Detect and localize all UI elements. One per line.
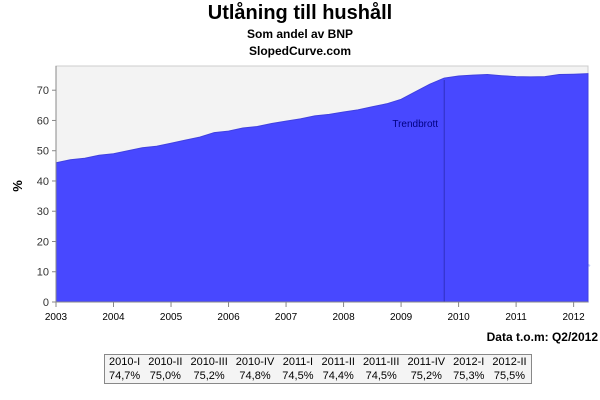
summary-header-cell: 2010-I	[109, 356, 141, 368]
summary-header-cell: 2011-I	[282, 356, 314, 368]
chart-title: Utlåning till hushåll	[207, 2, 393, 24]
summary-header-cell: 2011-IV	[407, 356, 446, 368]
y-axis: 0 10 20 30 40 50 60 70	[37, 66, 57, 309]
summary-header-cell: 2010-III	[190, 356, 228, 368]
summary-value-cell: 74,7%	[109, 370, 141, 382]
x-tick-label: 2005	[160, 312, 183, 323]
summary-value-cell: 74,5%	[365, 370, 397, 382]
y-tick-label: 40	[37, 176, 49, 188]
summary-value-cell: 74,4%	[322, 370, 354, 382]
x-tick-label: 2012	[562, 312, 585, 323]
data-note: Data t.o.m: Q2/2012	[486, 330, 598, 344]
summary-table: 2010-I 2010-II 2010-III 2010-IV 2011-I 2011-I…	[104, 354, 532, 384]
y-tick-label: 60	[37, 115, 49, 127]
data-area	[55, 73, 589, 303]
x-tick-label: 2003	[45, 312, 68, 323]
summary-header-cell: 2011-II	[321, 356, 355, 368]
x-axis: 2003 2004 2005 2006 2007 2008 2009 2010 2011 2012	[45, 301, 588, 323]
summary-value-cell: 75,0%	[149, 370, 181, 382]
summary-value-row: 74,7% 75,0% 75,2% 74,8% 74,5% 74,4% 74,5% 75,2%…	[105, 369, 532, 384]
summary-value-cell: 75,2%	[193, 370, 225, 382]
y-tick-label: 30	[37, 206, 49, 218]
x-tick-label: 2006	[217, 312, 240, 323]
y-tick-label: 50	[37, 146, 49, 158]
summary-header-cell: 2011-III	[362, 356, 400, 368]
summary-value-cell: 75,5%	[493, 370, 526, 382]
summary-header-cell: 2012-II	[492, 356, 527, 368]
summary-header-cell: 2010-IV	[235, 356, 275, 368]
x-tick-label: 2011	[505, 312, 527, 323]
x-tick-label: 2010	[447, 312, 470, 323]
x-tick-label: 2007	[275, 312, 298, 323]
y-tick-label: 20	[37, 236, 49, 248]
chart-source: SlopedCurve.com	[248, 44, 352, 58]
summary-value-cell: 75,2%	[410, 370, 442, 382]
chart-subtitle: Som andel av BNP	[246, 27, 354, 41]
x-tick-label: 2009	[390, 312, 413, 323]
x-tick-label: 2004	[102, 312, 125, 323]
y-tick-label: 10	[37, 267, 49, 279]
summary-header-cell: 2012-I	[453, 356, 485, 368]
y-tick-label: 0	[43, 297, 49, 309]
y-tick-label: 70	[37, 85, 49, 97]
y-axis-label: %	[10, 180, 25, 192]
summary-value-cell: 74,8%	[239, 370, 271, 382]
summary-value-cell: 75,3%	[453, 370, 485, 382]
summary-header-row: 2010-I 2010-II 2010-III 2010-IV 2011-I 2011-I…	[105, 355, 532, 370]
x-tick-label: 2008	[332, 312, 355, 323]
summary-header-cell: 2010-II	[148, 356, 183, 368]
trend-break-label: Trendbrott	[392, 119, 438, 130]
summary-value-cell: 74,5%	[282, 370, 314, 382]
